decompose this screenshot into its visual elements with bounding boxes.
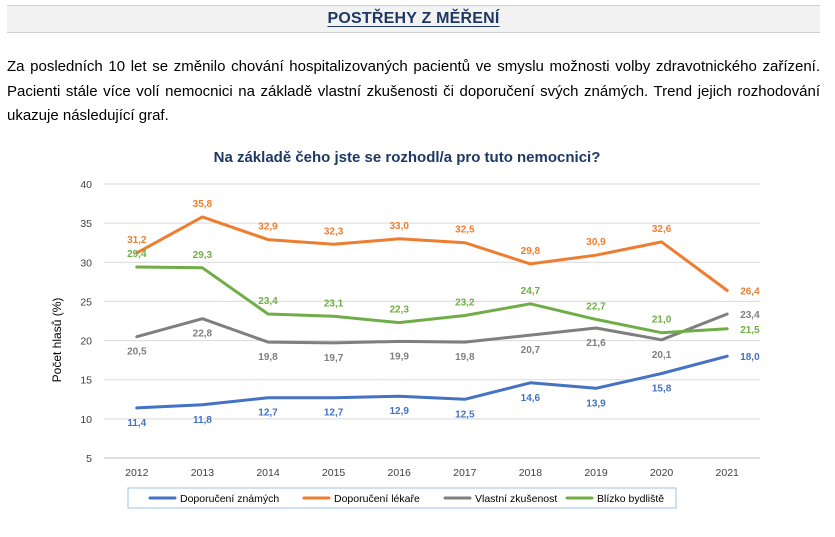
data-label: 20,1 <box>652 350 672 361</box>
y-tick-label: 35 <box>80 218 92 230</box>
data-label: 33,0 <box>389 221 409 232</box>
data-label: 11,4 <box>127 418 146 429</box>
data-label: 23,1 <box>324 298 344 309</box>
data-label: 35,8 <box>193 199 213 210</box>
series-line <box>135 312 729 345</box>
data-label: 32,5 <box>455 225 475 236</box>
x-tick-label: 2018 <box>519 467 543 479</box>
legend-label: Doporučení známých <box>180 493 279 505</box>
x-tick-label: 2014 <box>256 467 280 479</box>
data-label: 29,8 <box>521 246 541 257</box>
series-line <box>135 265 729 335</box>
data-label: 19,8 <box>455 352 475 363</box>
series-lines <box>135 215 729 410</box>
series-line <box>135 215 729 292</box>
data-label: 23,2 <box>455 298 475 309</box>
data-label: 18,0 <box>740 352 760 363</box>
data-label: 19,8 <box>258 352 278 363</box>
legend-box <box>127 487 677 509</box>
data-label: 30,9 <box>586 237 606 248</box>
data-label: 23,4 <box>258 296 278 307</box>
y-tick-label: 10 <box>80 414 92 426</box>
x-tick-label: 2015 <box>322 467 346 479</box>
legend-label: Doporučení lékaře <box>334 493 420 505</box>
chart-title: Na základě čeho jste se rozhodl/a pro tu… <box>214 149 601 166</box>
data-label: 32,9 <box>258 222 278 233</box>
x-tick-label: 2013 <box>191 467 215 479</box>
y-tick-label: 15 <box>80 375 92 387</box>
y-tick-label: 30 <box>80 257 92 269</box>
data-label: 15,8 <box>652 383 672 394</box>
data-label: 19,7 <box>324 353 344 364</box>
y-tick-label: 5 <box>86 453 92 465</box>
x-tick-label: 2012 <box>125 467 149 479</box>
data-label: 12,9 <box>389 406 409 417</box>
y-tick-label: 40 <box>80 179 92 191</box>
data-label: 29,3 <box>193 250 213 261</box>
y-axis: 5 10 15 20 25 30 35 40 <box>80 179 92 465</box>
x-tick-label: 2019 <box>584 467 608 479</box>
x-tick-label: 2021 <box>716 467 740 479</box>
data-label: 24,7 <box>521 286 541 297</box>
x-tick-label: 2020 <box>650 467 674 479</box>
data-label: 11,8 <box>193 415 212 426</box>
x-tick-label: 2016 <box>388 467 412 479</box>
data-label: 12,5 <box>455 409 475 420</box>
series-line <box>135 354 729 410</box>
section-header: POSTŘEHY Z MĚŘENÍ <box>7 5 820 33</box>
section-title: POSTŘEHY Z MĚŘENÍ <box>327 10 500 27</box>
data-label: 32,6 <box>652 224 672 235</box>
y-axis-label: Počet hlasů (%) <box>50 298 64 383</box>
data-label: 19,9 <box>389 351 409 362</box>
data-label: 13,9 <box>586 398 606 409</box>
x-tick-label: 2017 <box>453 467 477 479</box>
data-label: 20,5 <box>127 347 147 358</box>
data-label: 22,3 <box>389 305 409 316</box>
data-label: 22,7 <box>586 301 606 312</box>
y-tick-label: 20 <box>80 336 92 348</box>
data-labels: 11,4 11,8 12,7 12,7 12,9 12,5 14,6 13,9 15,8 18,0… <box>127 199 760 429</box>
data-label: 29,4 <box>127 249 147 260</box>
y-tick-label: 25 <box>80 296 92 308</box>
data-label: 21,6 <box>586 338 606 349</box>
intro-paragraph: Za posledních 10 let se změnilo chování … <box>7 58 820 124</box>
data-label: 12,7 <box>258 408 278 419</box>
data-label: 22,8 <box>193 329 213 340</box>
data-label: 26,4 <box>740 286 760 297</box>
data-label: 21,0 <box>652 315 672 326</box>
data-label: 20,7 <box>521 345 541 356</box>
data-label: 31,2 <box>127 235 147 246</box>
data-label: 32,3 <box>324 226 344 237</box>
data-label: 21,5 <box>740 325 760 336</box>
x-axis: 2012 2013 2014 2015 2016 2017 2018 2019 2020 2021 <box>125 467 739 479</box>
data-label: 12,7 <box>324 408 344 419</box>
legend-label: Vlastní zkušenost <box>475 493 557 505</box>
legend-label: Blízko bydliště <box>597 493 664 505</box>
data-label: 14,6 <box>521 393 541 404</box>
data-label: 23,4 <box>740 310 760 321</box>
chart-legend: Doporučení známých Doporučení lékaře Vlast… <box>127 487 677 509</box>
